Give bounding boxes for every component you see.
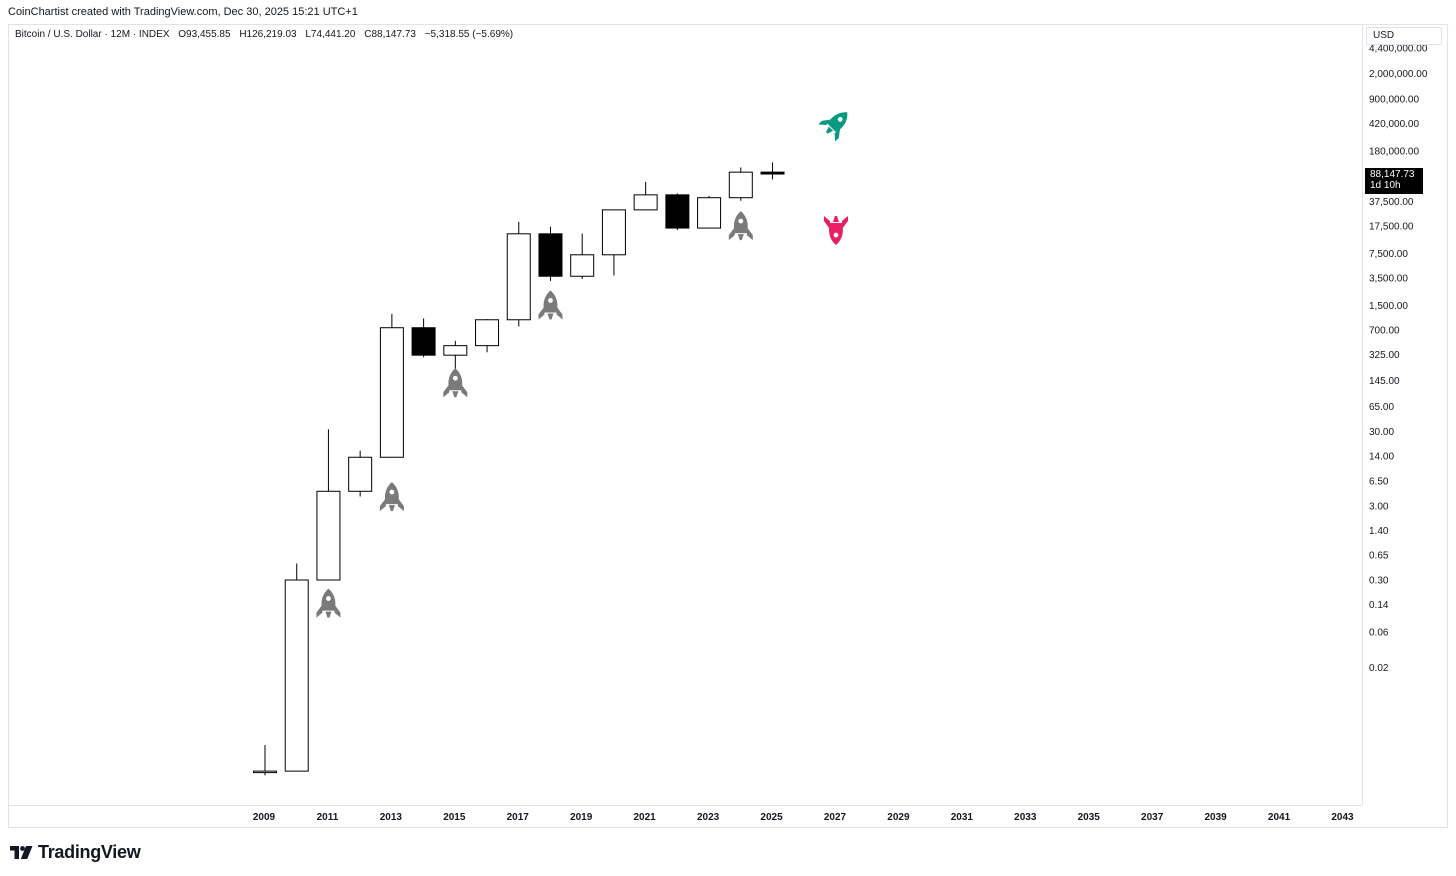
last-price-value: 88,147.73 [1370,169,1415,180]
y-tick-label: 900,000.00 [1369,95,1419,106]
y-tick-label: 6.50 [1369,476,1389,487]
x-tick-label: 2013 [380,812,403,823]
candle-body [284,579,309,772]
x-tick-label: 2043 [1331,812,1354,823]
candle-body [475,319,500,347]
candle-body [443,345,468,356]
x-tick-label: 2037 [1141,812,1164,823]
y-tick-label: 0.65 [1369,551,1389,562]
x-tick-label: 2021 [634,812,657,823]
legend-change: −5,318.55 (−5.69%) [424,29,514,40]
x-tick-label: 2019 [570,812,593,823]
chart-frame [8,24,1448,828]
y-tick-label: 145.00 [1369,376,1400,387]
x-tick-label: 2009 [253,812,276,823]
chart-attribution: CoinChartist created with TradingView.co… [8,6,358,18]
y-tick-label: 1,500.00 [1369,301,1408,312]
time-scale[interactable] [9,805,1362,827]
candle-body [506,233,531,321]
y-tick-label: 180,000.00 [1369,147,1419,158]
rocket-icon [728,211,753,241]
y-tick-label: 37,500.00 [1369,197,1414,208]
y-tick-label: 0.14 [1369,600,1389,611]
x-tick-label: 2025 [760,812,783,823]
y-tick-label: 2,000,000.00 [1369,69,1428,80]
rocket-icon [538,290,563,320]
symbol-legend[interactable]: Bitcoin / U.S. Dollar · 12M · INDEX O93,… [15,29,519,40]
y-tick-label: 420,000.00 [1369,119,1419,130]
candle-body [411,327,436,356]
legend-low: L74,441.20 [305,29,356,40]
candle-body [728,171,753,199]
x-tick-label: 2023 [697,812,720,823]
y-tick-label: 0.06 [1369,627,1389,638]
candle-body [348,456,373,492]
currency-button[interactable]: USD [1366,27,1442,45]
y-tick-label: 3.00 [1369,501,1389,512]
x-tick-label: 2035 [1078,812,1101,823]
x-tick-label: 2017 [507,812,530,823]
legend-open: O93,455.85 [178,29,231,40]
candle-body [760,171,785,175]
x-tick-label: 2031 [951,812,974,823]
candle-body [538,233,563,277]
candle-body [379,327,404,458]
rocket-icon [443,368,468,398]
y-tick-label: 0.30 [1369,576,1389,587]
candle-body [601,209,626,256]
candle-body [665,194,690,229]
legend-close: C88,147.73 [364,29,416,40]
tradingview-brand[interactable]: TradingView [10,842,141,863]
x-tick-label: 2011 [317,812,339,823]
rocket-down-icon [823,216,848,246]
x-tick-label: 2015 [443,812,466,823]
x-tick-label: 2039 [1204,812,1227,823]
y-tick-label: 17,500.00 [1369,222,1414,233]
y-tick-label: 325.00 [1369,350,1400,361]
rocket-up-icon [818,112,848,142]
brand-name: TradingView [38,842,141,862]
y-tick-label: 0.02 [1369,663,1389,674]
y-tick-label: 4,400,000.00 [1369,43,1428,54]
x-tick-label: 2033 [1014,812,1037,823]
y-tick-label: 1.40 [1369,526,1389,537]
y-tick-label: 65.00 [1369,402,1394,413]
price-scale[interactable] [1362,25,1447,805]
candle-body [633,194,658,211]
bar-countdown: 1d 10h [1370,180,1401,191]
y-tick-label: 14.00 [1369,452,1394,463]
legend-symbol: Bitcoin / U.S. Dollar · 12M · INDEX [15,29,170,40]
rocket-icon [316,588,341,618]
legend-high: H126,219.03 [239,29,297,40]
y-tick-label: 7,500.00 [1369,249,1408,260]
candle-body [570,254,595,277]
y-tick-label: 3,500.00 [1369,274,1408,285]
candle-body [253,770,277,774]
candle-body [316,490,341,581]
tradingview-logo-icon [10,845,33,859]
x-tick-label: 2029 [887,812,910,823]
last-price-badge: 88,147.73 1d 10h [1365,168,1423,194]
y-tick-label: 30.00 [1369,427,1394,438]
candle-body [697,197,722,229]
x-tick-label: 2041 [1268,812,1291,823]
x-tick-label: 2027 [824,812,847,823]
rocket-icon [379,482,404,512]
y-tick-label: 700.00 [1369,325,1400,336]
